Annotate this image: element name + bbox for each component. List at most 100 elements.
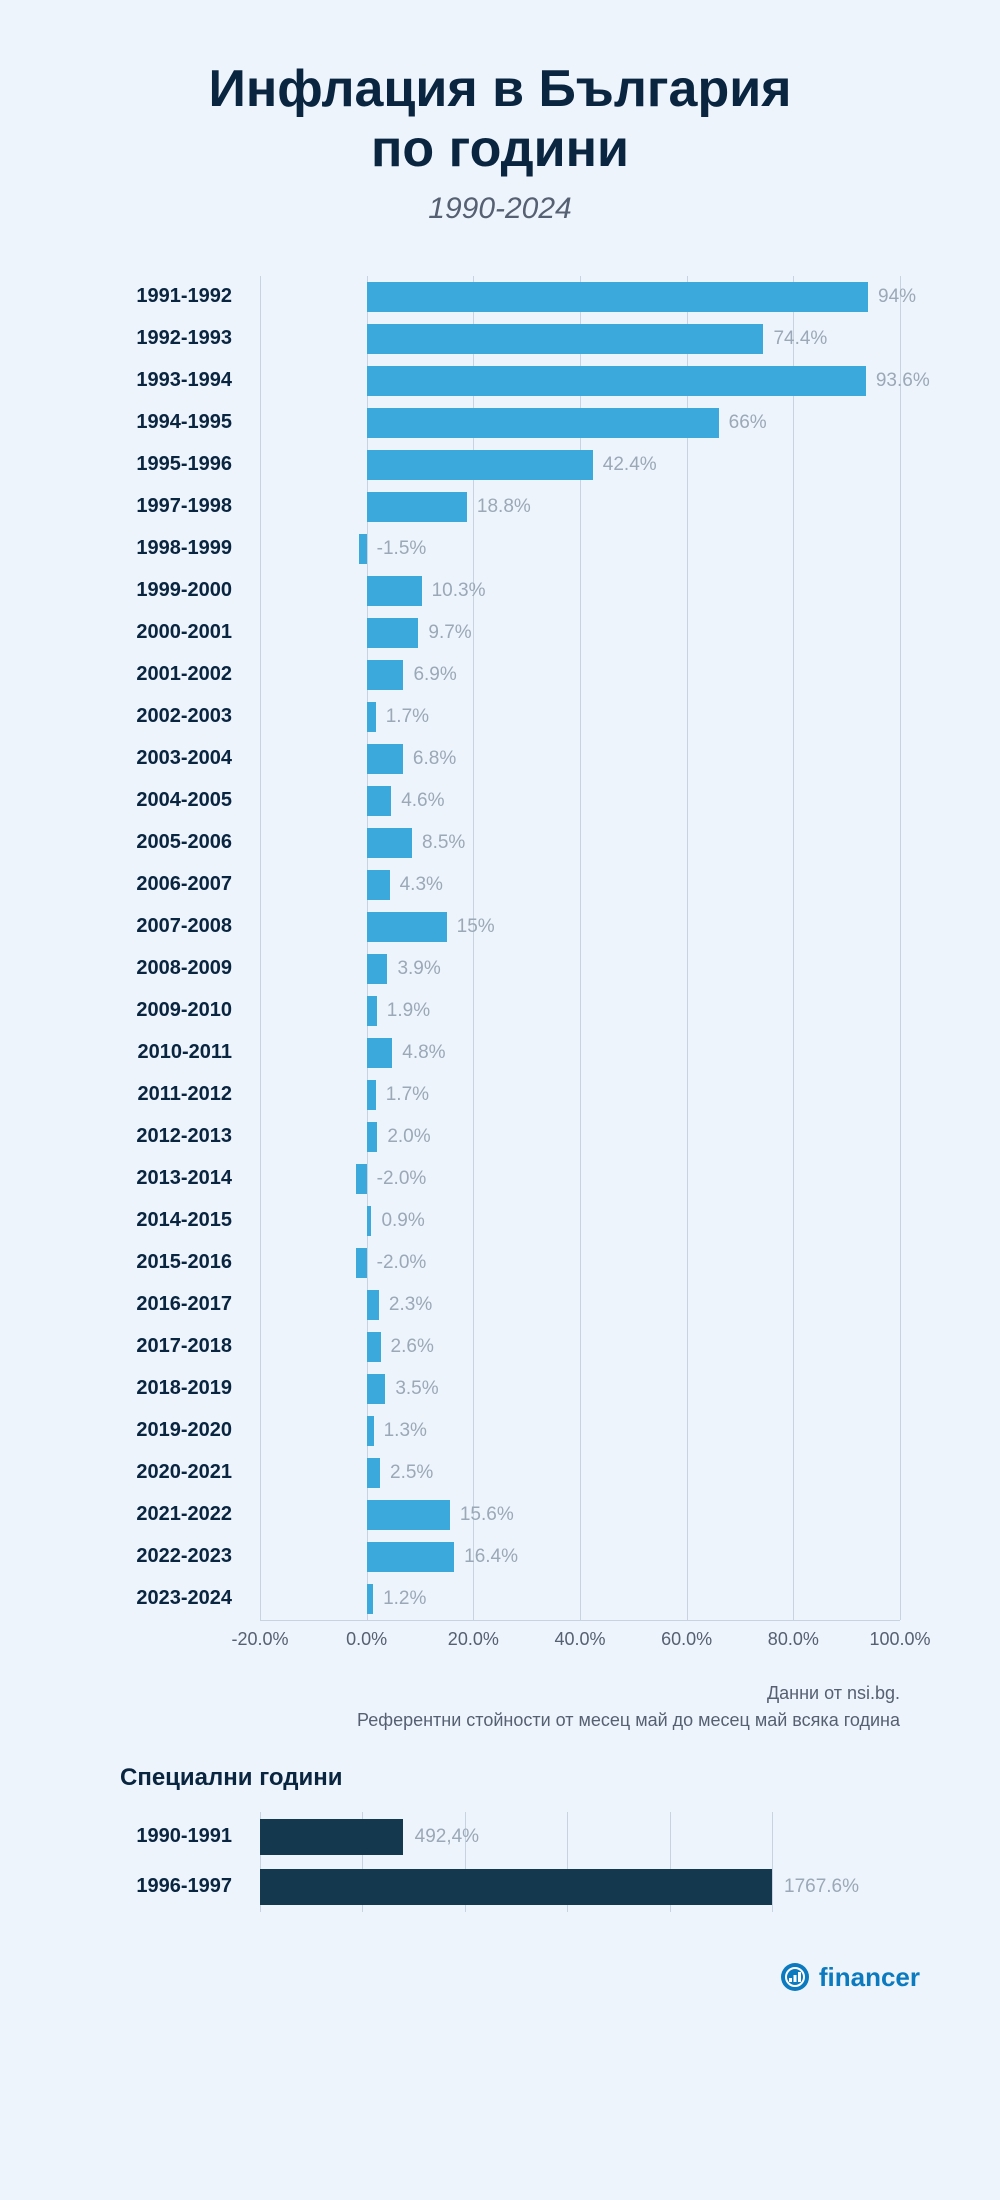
chart-row: 2023-20241.2%	[260, 1578, 900, 1620]
value-label: 1.7%	[376, 1084, 429, 1106]
x-tick-label: 60.0%	[661, 1629, 712, 1650]
bar-plot: 1.2%	[260, 1578, 900, 1620]
bar	[356, 1248, 367, 1278]
year-label: 2017-2018	[60, 1335, 250, 1358]
chart-row: 2013-2014-2.0%	[260, 1158, 900, 1200]
chart-row: 1992-199374.4%	[260, 318, 900, 360]
bar-plot: 2.0%	[260, 1116, 900, 1158]
special-value-label: 492,4%	[403, 1826, 479, 1848]
bar-plot: 4.8%	[260, 1032, 900, 1074]
bar-plot: 42.4%	[260, 444, 900, 486]
source-text: Данни от nsi.bg. Референтни стойности от…	[60, 1680, 900, 1734]
special-row: 1990-1991492,4%	[260, 1812, 900, 1862]
special-row: 1996-19971767.6%	[260, 1862, 900, 1912]
chart-row: 2008-20093.9%	[260, 948, 900, 990]
x-tick-label: 0.0%	[346, 1629, 387, 1650]
chart-row: 2019-20201.3%	[260, 1410, 900, 1452]
special-plot: 492,4%	[260, 1812, 900, 1862]
title-line2: по години	[371, 120, 629, 178]
year-label: 2015-2016	[60, 1251, 250, 1274]
value-label: 93.6%	[866, 370, 930, 392]
value-label: 2.3%	[379, 1294, 432, 1316]
year-label: 2019-2020	[60, 1419, 250, 1442]
year-label: 2009-2010	[60, 999, 250, 1022]
value-label: 66%	[719, 412, 767, 434]
chart-row: 2022-202316.4%	[260, 1536, 900, 1578]
chart-row: 2002-20031.7%	[260, 696, 900, 738]
bar	[367, 618, 419, 648]
bar-plot: 15.6%	[260, 1494, 900, 1536]
value-label: -2.0%	[367, 1168, 427, 1190]
logo: financer	[60, 1962, 920, 1993]
bar	[367, 702, 376, 732]
chart-row: 2000-20019.7%	[260, 612, 900, 654]
special-bar	[260, 1819, 403, 1855]
bar	[367, 1122, 378, 1152]
x-tick-label: 100.0%	[869, 1629, 930, 1650]
bar	[367, 450, 593, 480]
x-tick-label: -20.0%	[231, 1629, 288, 1650]
bar	[367, 870, 390, 900]
bar-plot: 0.9%	[260, 1200, 900, 1242]
chart-row: 2007-200815%	[260, 906, 900, 948]
chart-row: 2018-20193.5%	[260, 1368, 900, 1410]
year-label: 1994-1995	[60, 411, 250, 434]
chart-row: 2021-202215.6%	[260, 1494, 900, 1536]
bar-plot: 2.5%	[260, 1452, 900, 1494]
x-tick-label: 40.0%	[554, 1629, 605, 1650]
chart-row: 2014-20150.9%	[260, 1200, 900, 1242]
year-label: 1998-1999	[60, 537, 250, 560]
year-label: 2005-2006	[60, 831, 250, 854]
bar-plot: 16.4%	[260, 1536, 900, 1578]
main-chart: 1991-199294%1992-199374.4%1993-199493.6%…	[260, 276, 900, 1620]
value-label: 42.4%	[593, 454, 657, 476]
special-bar	[260, 1869, 772, 1905]
source-line2: Референтни стойности от месец май до мес…	[60, 1707, 900, 1734]
special-years-title: Специални години	[120, 1764, 940, 1792]
value-label: 10.3%	[422, 580, 486, 602]
chart-row: 2016-20172.3%	[260, 1284, 900, 1326]
value-label: 9.7%	[418, 622, 471, 644]
value-label: 2.6%	[381, 1336, 434, 1358]
year-label: 1997-1998	[60, 495, 250, 518]
bar	[367, 408, 719, 438]
year-label: 2011-2012	[60, 1083, 250, 1106]
source-line1: Данни от nsi.bg.	[60, 1680, 900, 1707]
bar	[367, 1500, 450, 1530]
bar-plot: 2.3%	[260, 1284, 900, 1326]
bar-plot: 6.8%	[260, 738, 900, 780]
year-label: 2000-2001	[60, 621, 250, 644]
bar-plot: 1.7%	[260, 696, 900, 738]
chart-row: 2015-2016-2.0%	[260, 1242, 900, 1284]
year-label: 1992-1993	[60, 327, 250, 350]
bar-plot: 10.3%	[260, 570, 900, 612]
value-label: 15%	[447, 916, 495, 938]
bar	[367, 1038, 393, 1068]
bar	[359, 534, 367, 564]
chart-subtitle: 1990-2024	[60, 192, 940, 226]
value-label: -2.0%	[367, 1252, 427, 1274]
year-label: 2012-2013	[60, 1125, 250, 1148]
value-label: 16.4%	[454, 1546, 518, 1568]
bar	[367, 1416, 374, 1446]
value-label: 3.5%	[385, 1378, 438, 1400]
x-tick-label: 80.0%	[768, 1629, 819, 1650]
year-label: 1991-1992	[60, 285, 250, 308]
bar-plot: 1.3%	[260, 1410, 900, 1452]
bar	[367, 1332, 381, 1362]
year-label: 2008-2009	[60, 957, 250, 980]
bar-plot: 15%	[260, 906, 900, 948]
year-label: 2007-2008	[60, 915, 250, 938]
bar	[367, 1374, 386, 1404]
chart-row: 1993-199493.6%	[260, 360, 900, 402]
chart-row: 1991-199294%	[260, 276, 900, 318]
title-line1: Инфлация в България	[208, 60, 791, 118]
chart-row: 1995-199642.4%	[260, 444, 900, 486]
grid-line	[900, 276, 901, 1620]
value-label: 1.3%	[374, 1420, 427, 1442]
bar-plot: 2.6%	[260, 1326, 900, 1368]
bar-plot: 94%	[260, 276, 900, 318]
bar-plot: 18.8%	[260, 486, 900, 528]
bar-plot: 6.9%	[260, 654, 900, 696]
year-label: 2020-2021	[60, 1461, 250, 1484]
